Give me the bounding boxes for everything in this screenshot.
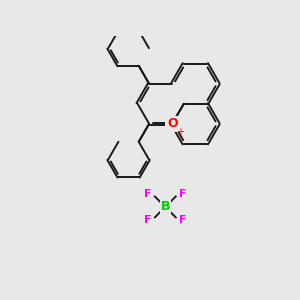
Text: F: F [145, 215, 152, 225]
Text: B: B [160, 200, 170, 213]
Text: F: F [145, 189, 152, 199]
Text: F: F [178, 215, 186, 225]
Text: O: O [167, 117, 178, 130]
Text: F: F [178, 189, 186, 199]
Text: +: + [176, 127, 184, 137]
